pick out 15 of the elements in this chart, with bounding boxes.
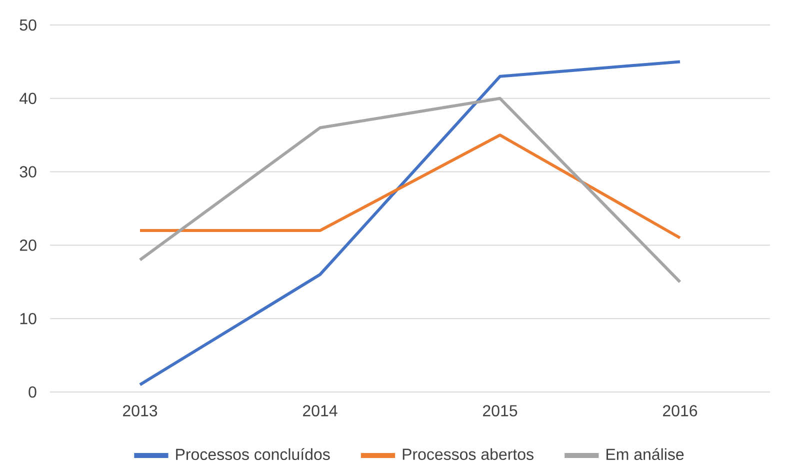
x-tick-label: 2016 <box>663 405 698 416</box>
legend-label: Processos abertos <box>402 448 534 460</box>
y-tick-label: 50 <box>20 19 36 31</box>
x-tick-label: 2013 <box>123 405 158 416</box>
legend-label: Em análise <box>606 448 684 460</box>
y-tick-label: 10 <box>20 312 36 324</box>
y-tick-label: 20 <box>20 240 36 251</box>
line-series <box>138 96 682 284</box>
y-tick-label: 30 <box>20 166 36 178</box>
legend-label: Processos concluídos <box>176 448 330 460</box>
line-series <box>138 60 682 386</box>
y-tick-label: 0 <box>28 386 36 398</box>
x-tick-label: 2014 <box>303 405 338 416</box>
x-tick-label: 2015 <box>483 405 518 416</box>
y-tick-label: 40 <box>20 92 36 104</box>
